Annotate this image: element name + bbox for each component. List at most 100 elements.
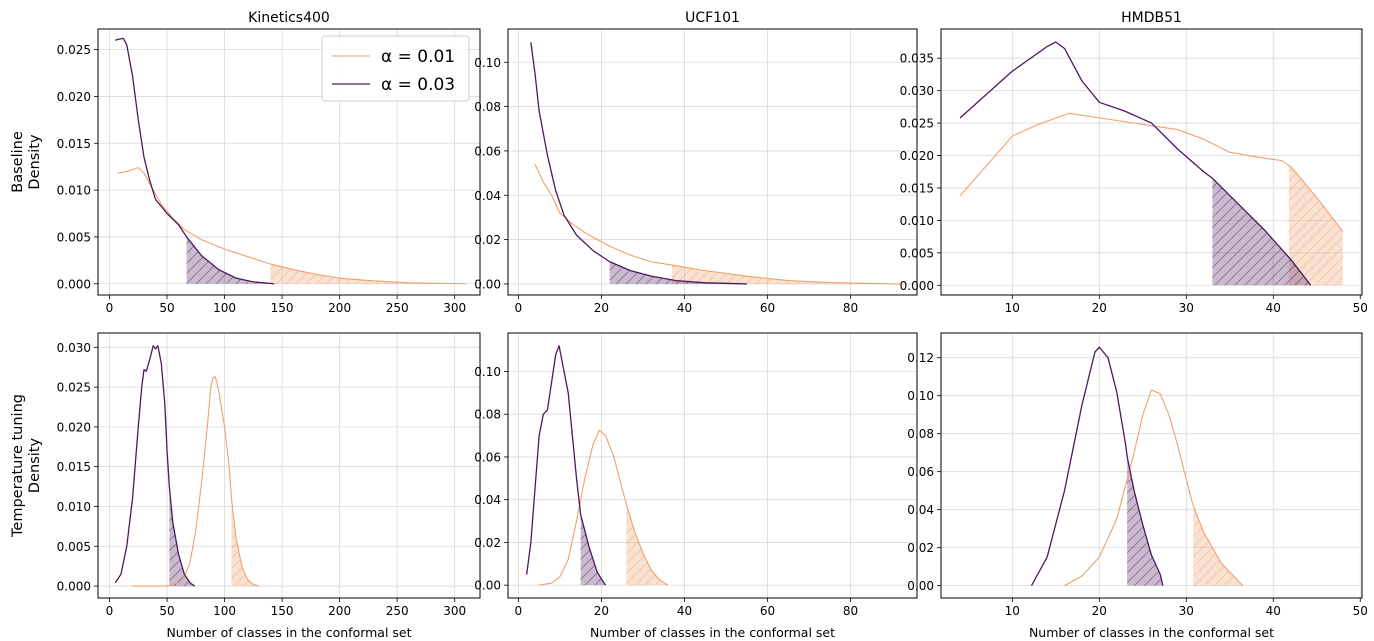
y-tick-label: 0.02	[474, 536, 501, 550]
x-tick-label: 0	[515, 604, 523, 618]
series-line-0	[117, 167, 467, 285]
plot-frame	[97, 28, 481, 296]
x-tick-label: 50	[159, 301, 174, 315]
y-tick-label: 0.12	[907, 351, 934, 365]
series-line-0	[132, 376, 260, 587]
x-tick-label: 150	[271, 604, 294, 618]
x-tick-label: 100	[213, 301, 236, 315]
y-tick-label: 0.10	[474, 365, 501, 379]
x-tick-label: 0	[515, 301, 523, 315]
hatched-tail-area	[672, 265, 901, 284]
x-tick-label: 80	[843, 301, 858, 315]
chart-panel-4: 0 20 40 60 80 0.00 0.02 0.04 0.06 0.08 0.10 Number …	[474, 332, 918, 640]
y-tick-label: 0.10	[907, 389, 934, 403]
hatched-tail-area	[169, 486, 195, 587]
x-tick-label: 30	[1179, 604, 1194, 618]
y-tick-label: 0.02	[907, 541, 934, 555]
legend-label: α = 0.03	[381, 75, 455, 95]
y-tick-label: 0.025	[57, 381, 91, 395]
y-tick-label: 0.020	[57, 420, 91, 434]
legend-box	[321, 35, 470, 102]
y-tick-label: 0.020	[900, 149, 934, 163]
y-tick-label: 0.06	[474, 144, 501, 158]
row-label: BaselineDensity	[10, 131, 43, 193]
chart-panel-2: 10 20 30 40 50 0.000 0.005 0.010 0.015 0.020 0.025…	[900, 10, 1368, 315]
chart-panel-1: 0 20 40 60 80 0.00 0.02 0.04 0.06 0.08 0.10 UCF101	[474, 10, 918, 315]
hatched-tail-area	[1288, 165, 1343, 286]
hatched-tail-area	[580, 514, 606, 586]
y-tick-label: 0.00	[474, 277, 501, 291]
hatched-tail-area	[231, 498, 260, 587]
hatched-tail-area	[1193, 505, 1243, 586]
chart-panel-5: 10 20 30 40 50 0.00 0.02 0.04 0.06 0.08 0.10 0.12 Nu…	[907, 332, 1368, 640]
y-tick-label: 0.020	[57, 90, 91, 104]
y-tick-label: 0.015	[57, 137, 91, 151]
series-line-1	[526, 345, 607, 586]
x-tick-label: 0	[106, 301, 114, 315]
plot-frame	[940, 28, 1363, 296]
plot-frame	[507, 28, 918, 296]
chart-title: Kinetics400	[248, 10, 330, 26]
x-tick-label: 300	[443, 604, 466, 618]
x-axis-label: Number of classes in the conformal set	[1029, 625, 1274, 640]
y-tick-label: 0.015	[57, 460, 91, 474]
y-tick-label: 0.000	[57, 580, 91, 594]
series-line-0	[539, 429, 669, 586]
x-tick-label: 20	[1092, 301, 1107, 315]
y-tick-label: 0.005	[900, 246, 934, 260]
y-tick-label: 0.08	[474, 408, 501, 422]
x-tick-label: 40	[677, 604, 692, 618]
y-tick-label: 0.06	[474, 450, 501, 464]
x-tick-label: 50	[1353, 604, 1368, 618]
series-line-0	[534, 163, 901, 285]
hatched-tail-area	[270, 264, 467, 284]
y-tick-label: 0.010	[57, 184, 91, 198]
x-tick-label: 200	[328, 604, 351, 618]
hatched-tail-area	[609, 261, 747, 284]
chart-title: UCF101	[685, 10, 740, 26]
y-tick-label: 0.04	[907, 503, 934, 517]
series-line-1	[530, 42, 747, 285]
series-line-0	[1064, 389, 1244, 587]
series-line-1	[1030, 346, 1164, 586]
plot-frame	[940, 332, 1363, 599]
x-axis-label: Number of classes in the conformal set	[166, 625, 411, 640]
x-tick-label: 150	[271, 301, 294, 315]
y-tick-label: 0.04	[474, 493, 501, 507]
y-tick-label: 0.005	[57, 540, 91, 554]
x-tick-label: 300	[443, 301, 466, 315]
y-tick-label: 0.08	[474, 100, 501, 114]
y-tick-label: 0.00	[474, 579, 501, 593]
chart-title: HMDB51	[1121, 10, 1182, 26]
x-tick-label: 30	[1179, 301, 1194, 315]
plot-frame	[507, 332, 918, 599]
plot-frame	[97, 332, 481, 599]
y-tick-label: 0.010	[57, 500, 91, 514]
y-tick-label: 0.000	[900, 279, 934, 293]
series-line-0	[959, 112, 1344, 232]
x-tick-label: 10	[1005, 604, 1020, 618]
y-tick-label: 0.030	[900, 84, 934, 98]
y-tick-label: 0.02	[474, 233, 501, 247]
y-tick-label: 0.00	[907, 579, 934, 593]
x-tick-label: 20	[594, 301, 609, 315]
x-tick-label: 50	[1353, 301, 1368, 315]
x-tick-label: 60	[760, 301, 775, 315]
x-tick-label: 20	[1092, 604, 1107, 618]
hatched-tail-area	[186, 236, 275, 284]
y-tick-label: 0.005	[57, 230, 91, 244]
x-tick-label: 0	[106, 604, 114, 618]
x-tick-label: 20	[594, 604, 609, 618]
x-tick-label: 80	[843, 604, 858, 618]
x-tick-label: 40	[1266, 301, 1281, 315]
hatched-tail-area	[1127, 456, 1163, 586]
legend-label: α = 0.01	[381, 47, 455, 67]
y-tick-label: 0.010	[900, 214, 934, 228]
x-tick-label: 10	[1005, 301, 1020, 315]
y-tick-label: 0.030	[57, 341, 91, 355]
x-tick-label: 60	[760, 604, 775, 618]
y-tick-label: 0.08	[907, 427, 934, 441]
x-tick-label: 40	[677, 301, 692, 315]
hatched-tail-area	[1212, 178, 1311, 286]
